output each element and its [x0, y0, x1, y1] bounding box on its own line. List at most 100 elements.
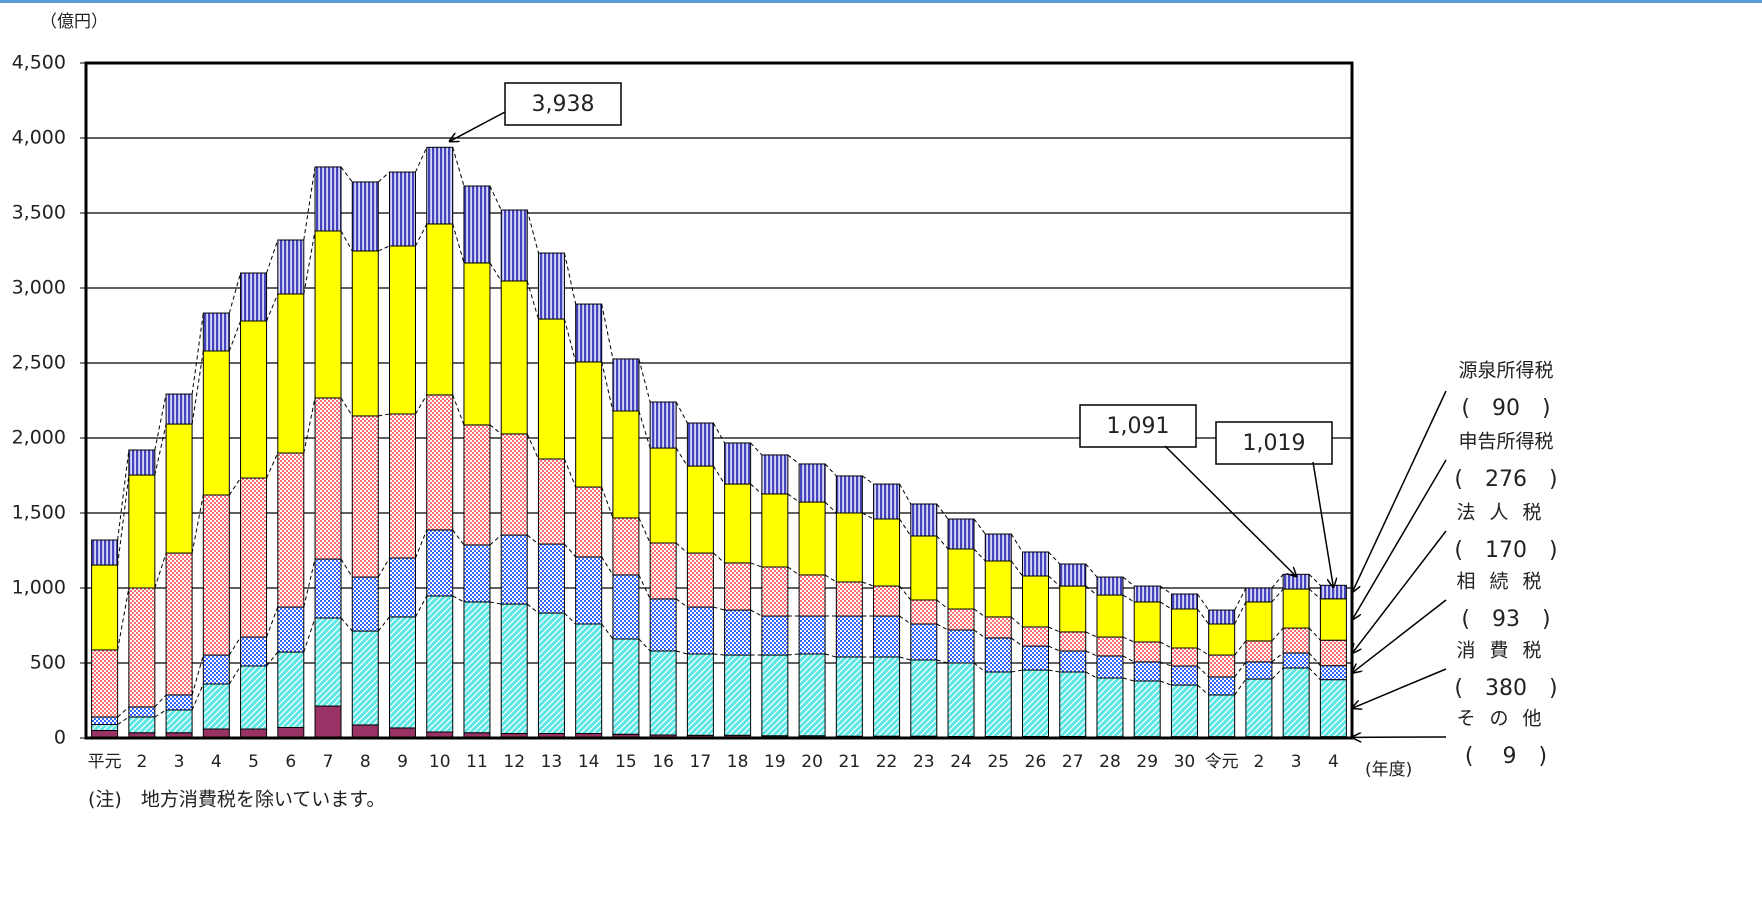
bar-segment — [984, 560, 1012, 618]
x-tick-label: 23 — [913, 752, 935, 772]
connector — [117, 474, 130, 566]
connector — [266, 651, 279, 667]
legend-label: その他 — [1456, 708, 1555, 730]
x-tick-label: 10 — [429, 752, 451, 772]
connector — [452, 394, 465, 426]
connector — [638, 410, 651, 449]
bar-segment — [314, 166, 342, 232]
bar-segment — [1319, 679, 1347, 738]
connector — [936, 659, 949, 664]
connector — [489, 185, 502, 211]
y-tick-label: 0 — [54, 727, 66, 749]
bar-segment — [1059, 585, 1087, 633]
x-tick-label: 29 — [1136, 752, 1158, 772]
bar-segment — [1096, 636, 1124, 657]
bar-segment — [947, 608, 975, 631]
bar-segment — [761, 493, 789, 568]
connector — [191, 683, 204, 711]
y-tick-label: 4,500 — [12, 52, 66, 74]
connector — [713, 606, 725, 611]
connector — [1010, 637, 1023, 647]
connector — [676, 650, 688, 655]
bar-segment — [1208, 609, 1236, 625]
connector — [1010, 560, 1023, 577]
bar-segment — [1170, 647, 1198, 667]
bar-segment — [500, 280, 528, 435]
bar-segment — [798, 501, 826, 576]
connector — [1048, 575, 1061, 587]
bar-segment — [240, 272, 268, 322]
legend-arrow — [1352, 530, 1447, 653]
legend-arrow — [1352, 390, 1447, 592]
bar-segment — [165, 709, 193, 734]
bar-segment — [1170, 608, 1198, 649]
bar-segment — [500, 433, 528, 536]
connector — [489, 262, 502, 282]
connector — [303, 166, 316, 241]
connector — [713, 552, 725, 564]
bar-segment — [835, 581, 863, 617]
connector — [340, 166, 353, 183]
bar-segment — [798, 574, 826, 617]
connector — [899, 518, 912, 537]
x-tick-label: 14 — [578, 752, 600, 772]
connector — [712, 422, 726, 444]
bar-segment — [537, 612, 565, 734]
connector — [1048, 551, 1061, 565]
connector — [936, 599, 949, 610]
connector — [824, 653, 837, 658]
bar-segment — [835, 656, 863, 737]
connector — [1085, 631, 1098, 638]
connector — [601, 486, 614, 519]
bar-segment — [649, 598, 677, 652]
x-axis-label: (年度) — [1365, 760, 1412, 780]
bar-segment — [537, 543, 565, 614]
bar-segment — [202, 494, 230, 656]
bar-segment — [1245, 601, 1273, 642]
x-tick-label: 28 — [1099, 752, 1121, 772]
x-tick-label: 8 — [360, 752, 371, 772]
connector — [1122, 636, 1135, 643]
connector — [526, 603, 539, 614]
connector — [1197, 684, 1210, 696]
bar-segment — [128, 587, 156, 708]
bar-segment — [1208, 623, 1236, 656]
bar-segment — [165, 552, 193, 696]
bar-segment — [798, 615, 826, 655]
connector — [415, 147, 428, 173]
bar-segment — [724, 442, 752, 485]
connector — [303, 558, 316, 608]
legend-value: ( 276 ) — [1454, 467, 1557, 492]
connector — [1085, 563, 1098, 578]
legend-arrow — [1352, 668, 1447, 708]
y-tick-label: 2,000 — [12, 427, 66, 449]
bar-segment — [537, 252, 565, 320]
bar-segment — [724, 609, 752, 656]
connector — [1160, 680, 1172, 686]
bar-segment — [1282, 573, 1310, 590]
x-tick-label: 平元 — [88, 752, 122, 772]
bar-segment — [426, 146, 454, 225]
bar-segment — [351, 724, 379, 739]
bar-segment — [91, 649, 119, 718]
x-tick-label: 11 — [466, 752, 488, 772]
connector — [1122, 677, 1135, 682]
connector — [1122, 594, 1135, 603]
bar-segment — [575, 556, 603, 625]
annotation-box — [504, 82, 622, 126]
connector — [228, 272, 242, 314]
x-tick-label: 7 — [323, 752, 334, 772]
y-tick-label: 4,000 — [12, 127, 66, 149]
legend-arrow — [1352, 459, 1447, 620]
bar-segment — [984, 616, 1012, 639]
bar-segment — [1282, 627, 1310, 654]
x-tick-label: 16 — [652, 752, 674, 772]
bar-segment — [1170, 684, 1198, 738]
connector — [936, 503, 949, 520]
bar-segment — [389, 413, 416, 559]
bar-segment — [686, 653, 714, 736]
connector — [117, 449, 130, 541]
connector — [787, 454, 800, 465]
bar-segment — [873, 656, 901, 737]
x-tick-label: 5 — [248, 752, 259, 772]
